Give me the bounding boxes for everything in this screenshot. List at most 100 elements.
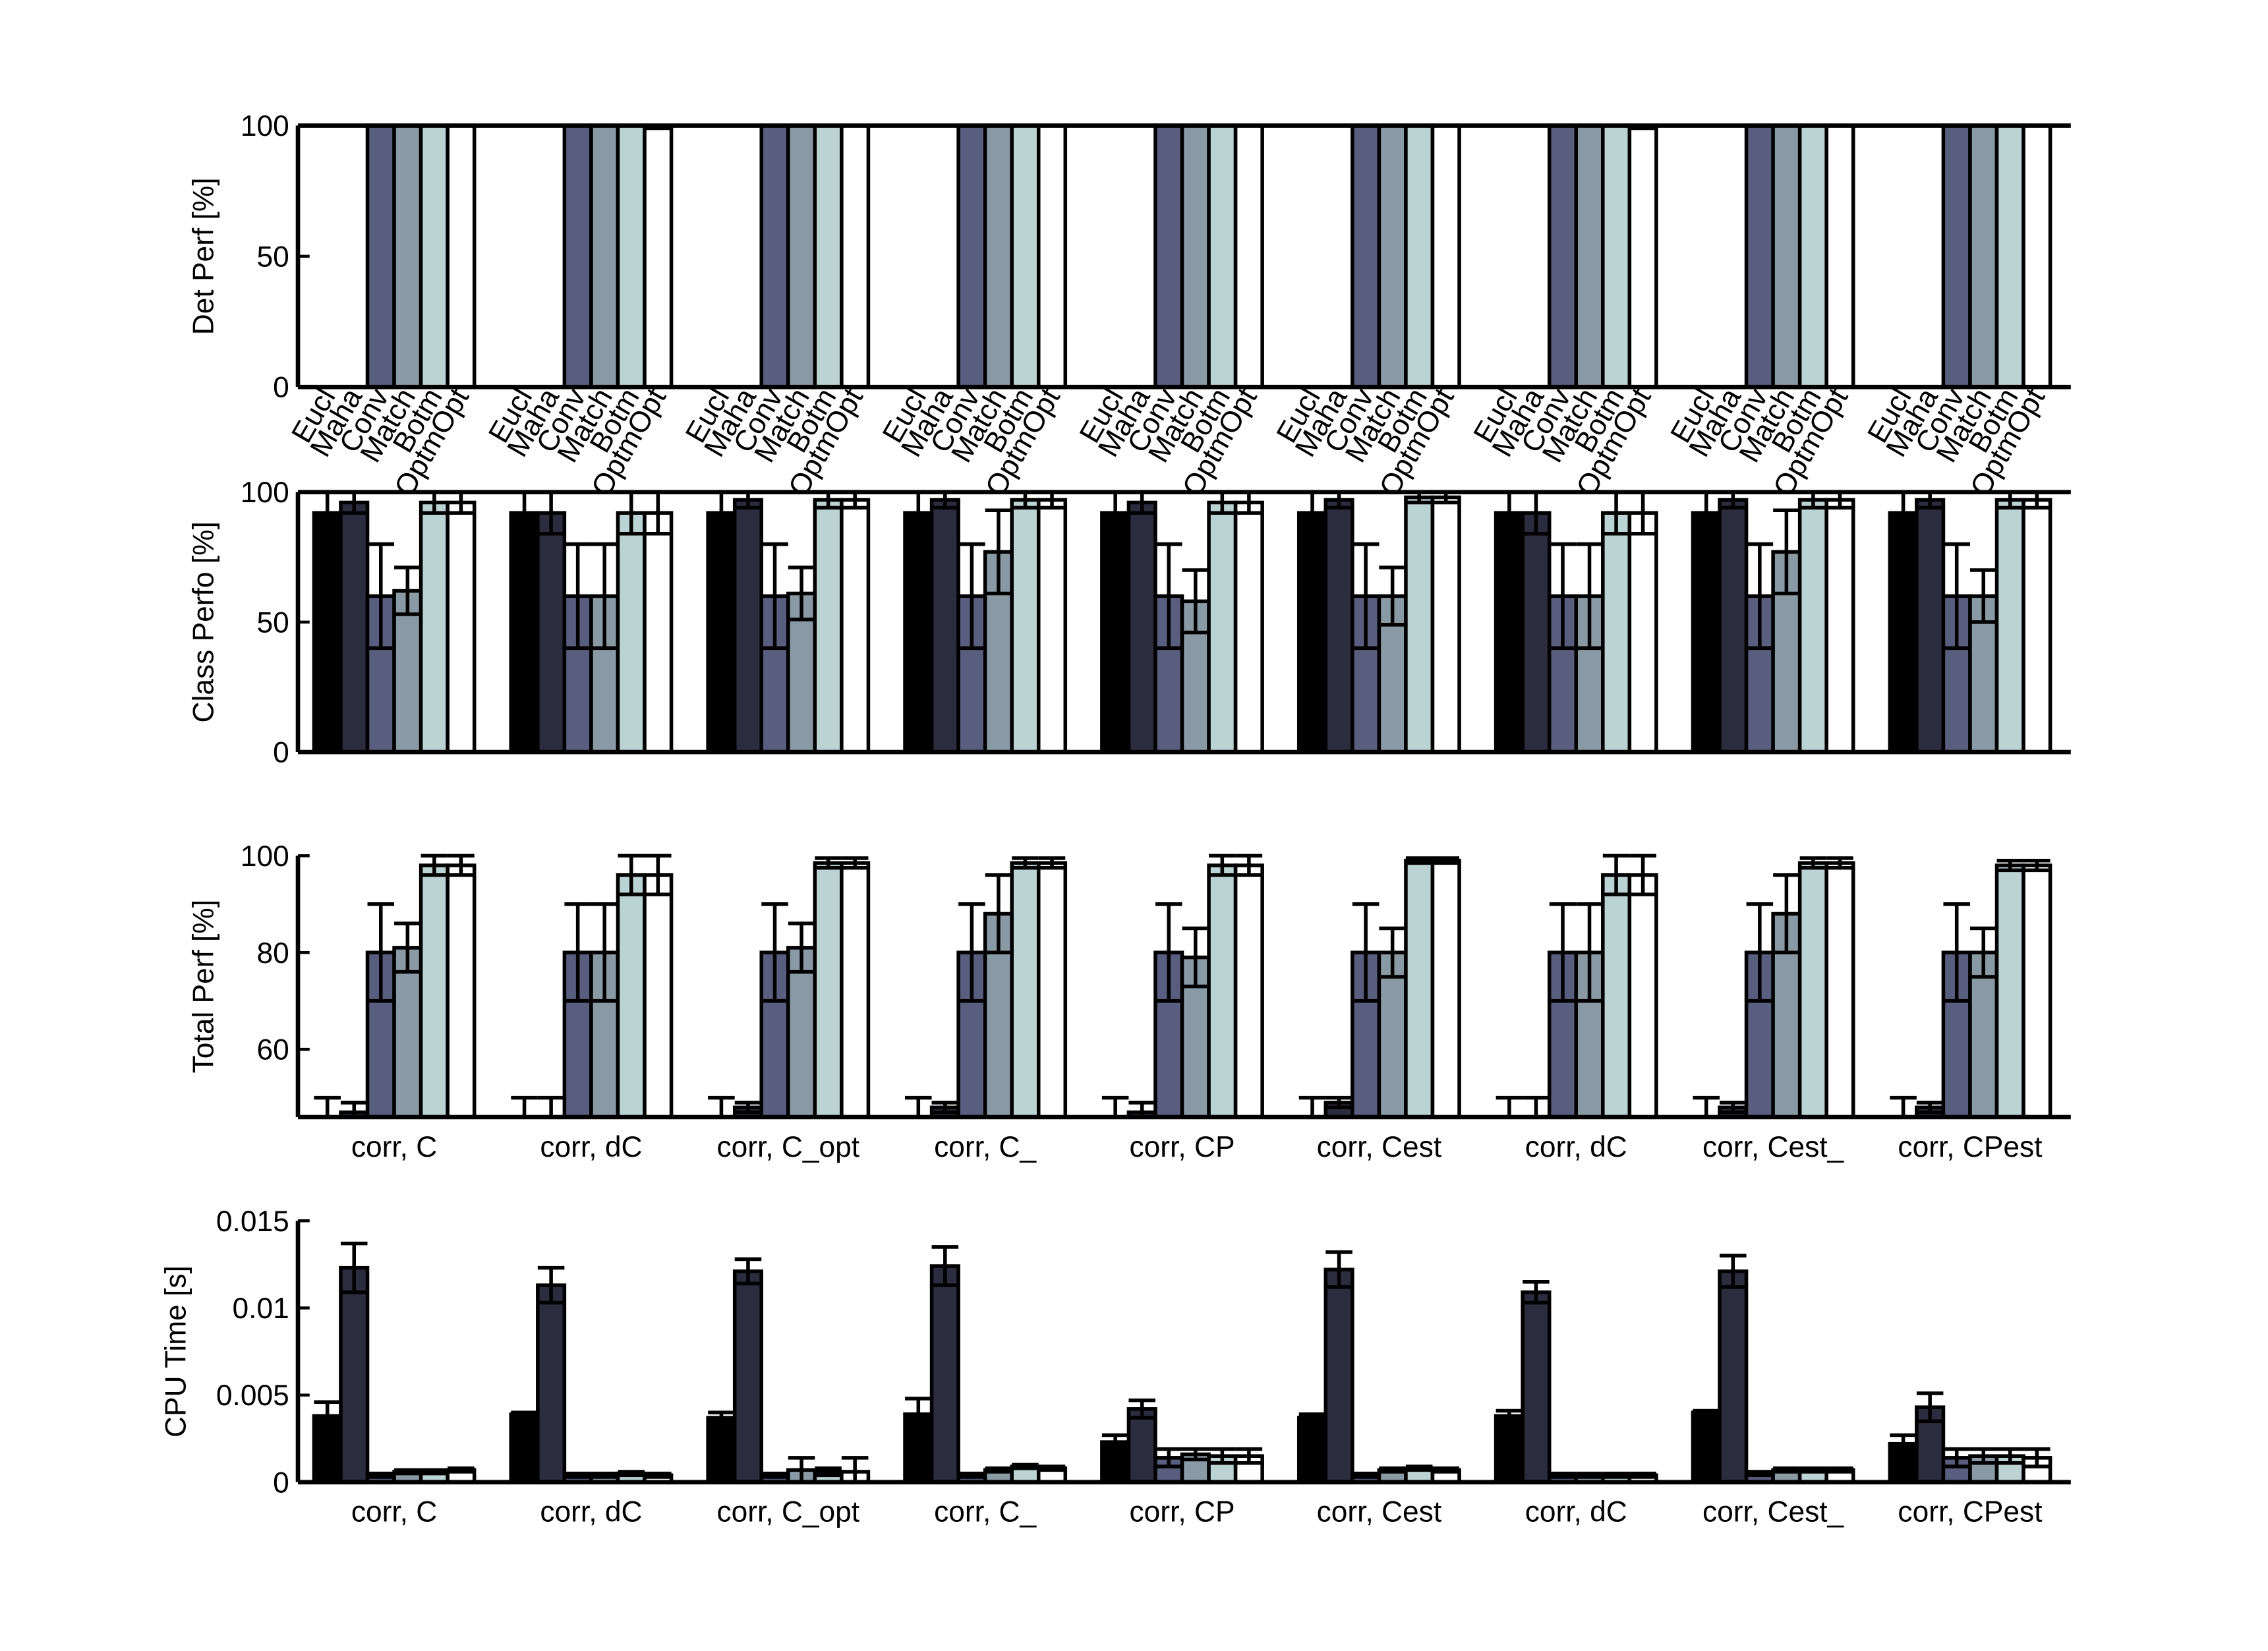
error-bar [645,854,672,896]
bar [813,498,844,754]
error-bar [1693,1095,1720,1119]
bar [1627,126,1658,389]
error-bar [1576,1471,1603,1479]
error-bar [1799,1466,1827,1474]
error-bar [1969,1447,1997,1465]
error-bar [591,902,618,1003]
error-bar [1182,568,1209,635]
x-tick-label: corr, Cest_ [1702,1131,1845,1163]
error-bar [1496,1095,1523,1119]
error-bar [645,1471,672,1479]
x-tick-label: corr, C_ [934,1496,1037,1528]
error-bar [931,1101,959,1115]
bar [1126,1407,1157,1484]
bar [1010,123,1041,389]
y-tick-label: 0.01 [233,1292,289,1325]
bar [732,1269,764,1484]
error-bar [1012,856,1039,870]
bar [1968,123,1999,389]
bar [419,123,450,389]
error-bar [564,1471,591,1479]
error-bar [1325,1250,1352,1289]
error-bar [761,1471,788,1479]
error-bar [421,854,448,877]
y-axis-label: Total Perf [%] [188,900,220,1073]
error-bar [1432,856,1460,865]
error-bar [511,1095,538,1119]
error-bar [788,565,815,622]
error-bar [564,542,591,651]
error-bar [1523,1095,1550,1119]
error-bar [815,1466,842,1478]
bar [1718,498,1749,754]
bar [536,1283,567,1484]
bar [1377,123,1408,389]
bar [1691,511,1722,754]
bar [1296,511,1328,754]
bar [1233,500,1264,754]
bar [1036,123,1068,389]
error-bar [1405,1464,1433,1472]
error-bar [1943,902,1970,1003]
bar [643,511,674,754]
error-bar [1155,542,1182,651]
bar [1627,511,1658,754]
bar [1404,495,1435,754]
bar [1994,863,2025,1119]
bar [589,123,620,389]
error-bar [708,1410,735,1425]
error-bar [1969,568,1997,624]
bar [1994,123,2025,389]
bar [1351,123,1381,389]
error-bar [1826,856,1853,870]
error-bar [314,1095,341,1119]
error-bar [1182,1447,1209,1462]
bar [1126,500,1157,754]
error-bar [1405,856,1433,865]
bar [509,1412,540,1484]
y-tick-label: 50 [256,606,289,639]
y-axis-label: CPU Time [s] [160,1265,192,1437]
error-bar [394,1468,421,1476]
error-bar [1352,1471,1380,1479]
bar [759,123,790,389]
error-bar [1996,858,2024,873]
bar [1627,873,1658,1119]
bar [1824,123,1855,389]
error-bar [1576,542,1603,651]
x-tick-label: corr, C [351,1131,437,1163]
x-tick-label: corr, dC [1525,1131,1627,1163]
bar [643,126,674,389]
error-bar [1693,1408,1720,1416]
bar [903,511,934,754]
y-tick-label: 80 [256,937,289,970]
y-tick-label: 100 [241,110,289,142]
error-bar [564,902,591,1003]
error-bar [1209,854,1236,877]
error-bar [1379,926,1406,979]
bar [813,123,844,389]
error-bar [1101,1095,1129,1119]
error-bar [1773,508,1800,596]
error-bar [958,542,985,651]
error-bar [1549,542,1577,651]
error-bar [1235,1447,1263,1465]
bar [1207,863,1238,1119]
error-bar [537,1265,565,1305]
bar [1744,123,1775,389]
y-tick-label: 50 [256,241,289,273]
bar [446,863,477,1119]
bar [1547,123,1579,389]
error-bar [1826,1466,1853,1474]
error-bar [905,1397,932,1432]
bar [956,123,987,389]
bar [1153,123,1184,389]
error-bar [1549,1471,1577,1479]
bar [643,873,674,1119]
y-tick-label: 0.015 [216,1205,289,1238]
bar [732,498,764,754]
error-bar [1720,1254,1747,1289]
bar [929,1264,960,1484]
error-bar [1720,1101,1747,1115]
